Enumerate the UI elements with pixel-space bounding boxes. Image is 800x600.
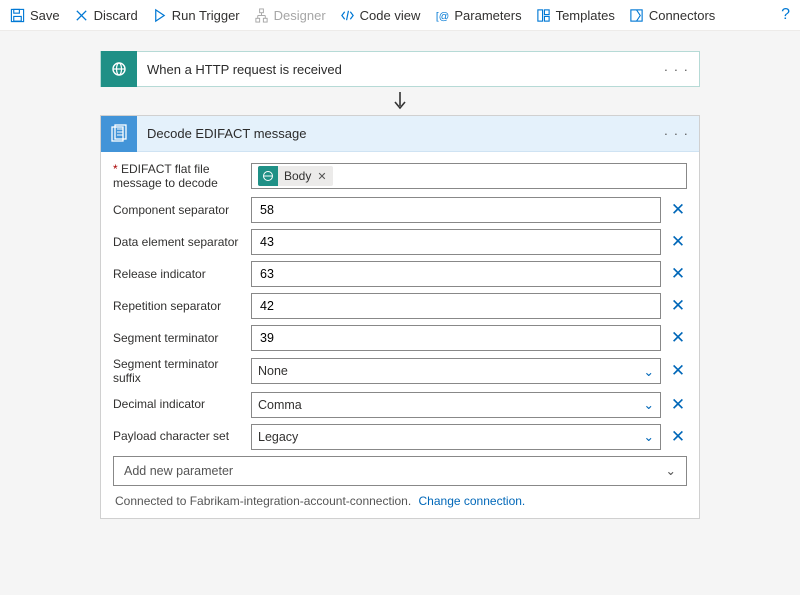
seg-suffix-label: Segment terminator suffix — [113, 357, 243, 386]
flow-arrow — [100, 87, 700, 115]
charset-remove[interactable]: ✕ — [669, 427, 687, 447]
chevron-down-icon: ⌄ — [644, 364, 654, 379]
release-label: Release indicator — [113, 267, 243, 281]
designer-canvas: When a HTTP request is received · · · De… — [0, 31, 800, 595]
save-button[interactable]: Save — [10, 8, 60, 23]
action-menu[interactable]: · · · — [654, 126, 699, 141]
data-sep-remove[interactable]: ✕ — [669, 232, 687, 252]
data-sep-label: Data element separator — [113, 235, 243, 249]
change-connection-link[interactable]: Change connection. — [419, 494, 526, 508]
action-header[interactable]: Decode EDIFACT message · · · — [101, 116, 699, 152]
templates-icon — [536, 8, 551, 23]
designer-icon — [254, 8, 269, 23]
token-remove[interactable]: ✕ — [315, 170, 332, 183]
decimal-label: Decimal indicator — [113, 397, 243, 411]
comp-sep-input[interactable] — [251, 197, 661, 223]
templates-label: Templates — [556, 8, 615, 23]
comp-sep-remove[interactable]: ✕ — [669, 200, 687, 220]
http-token-icon — [258, 166, 278, 186]
designer-button[interactable]: Designer — [254, 8, 326, 23]
chevron-down-icon: ⌄ — [644, 429, 654, 444]
seg-term-input[interactable] — [251, 325, 661, 351]
charset-select[interactable]: Legacy ⌄ — [251, 424, 661, 450]
save-icon — [10, 8, 25, 23]
seg-suffix-remove[interactable]: ✕ — [669, 361, 687, 381]
save-label: Save — [30, 8, 60, 23]
message-input[interactable]: Body ✕ — [251, 163, 687, 189]
templates-button[interactable]: Templates — [536, 8, 615, 23]
connectors-label: Connectors — [649, 8, 715, 23]
seg-term-label: Segment terminator — [113, 331, 243, 345]
codeview-button[interactable]: Code view — [340, 8, 421, 23]
code-icon — [340, 8, 355, 23]
run-label: Run Trigger — [172, 8, 240, 23]
message-label: * EDIFACT flat file message to decode — [113, 162, 243, 191]
release-remove[interactable]: ✕ — [669, 264, 687, 284]
action-title: Decode EDIFACT message — [137, 126, 654, 141]
comp-sep-label: Component separator — [113, 203, 243, 217]
parameters-icon: [@] — [434, 8, 449, 23]
connectors-button[interactable]: Connectors — [629, 8, 715, 23]
seg-suffix-select[interactable]: None ⌄ — [251, 358, 661, 384]
release-input[interactable] — [251, 261, 661, 287]
help-button[interactable]: ? — [781, 6, 790, 24]
connectors-icon — [629, 8, 644, 23]
play-icon — [152, 8, 167, 23]
parameters-label: Parameters — [454, 8, 521, 23]
svg-text:[@]: [@] — [436, 11, 449, 22]
trigger-title: When a HTTP request is received — [137, 62, 654, 77]
action-card: Decode EDIFACT message · · · * EDIFACT f… — [100, 115, 700, 519]
edifact-icon — [101, 116, 137, 152]
chevron-down-icon: ⌄ — [644, 397, 654, 412]
token-label: Body — [278, 169, 315, 183]
chevron-down-icon: ⌄ — [666, 463, 676, 478]
seg-term-remove[interactable]: ✕ — [669, 328, 687, 348]
parameters-button[interactable]: [@] Parameters — [434, 8, 521, 23]
rep-sep-remove[interactable]: ✕ — [669, 296, 687, 316]
discard-label: Discard — [94, 8, 138, 23]
designer-label: Designer — [274, 8, 326, 23]
discard-icon — [74, 8, 89, 23]
connection-info: Connected to Fabrikam-integration-accoun… — [113, 486, 687, 512]
toolbar: Save Discard Run Trigger Designer Code v… — [0, 0, 800, 31]
data-sep-input[interactable] — [251, 229, 661, 255]
trigger-menu[interactable]: · · · — [654, 62, 699, 77]
charset-label: Payload character set — [113, 429, 243, 443]
http-trigger-icon — [101, 51, 137, 87]
rep-sep-input[interactable] — [251, 293, 661, 319]
decimal-remove[interactable]: ✕ — [669, 395, 687, 415]
decimal-select[interactable]: Comma ⌄ — [251, 392, 661, 418]
codeview-label: Code view — [360, 8, 421, 23]
trigger-card[interactable]: When a HTTP request is received · · · — [100, 51, 700, 87]
discard-button[interactable]: Discard — [74, 8, 138, 23]
run-trigger-button[interactable]: Run Trigger — [152, 8, 240, 23]
rep-sep-label: Repetition separator — [113, 299, 243, 313]
add-parameter-dropdown[interactable]: Add new parameter ⌄ — [113, 456, 687, 486]
body-token[interactable]: Body ✕ — [258, 166, 333, 186]
